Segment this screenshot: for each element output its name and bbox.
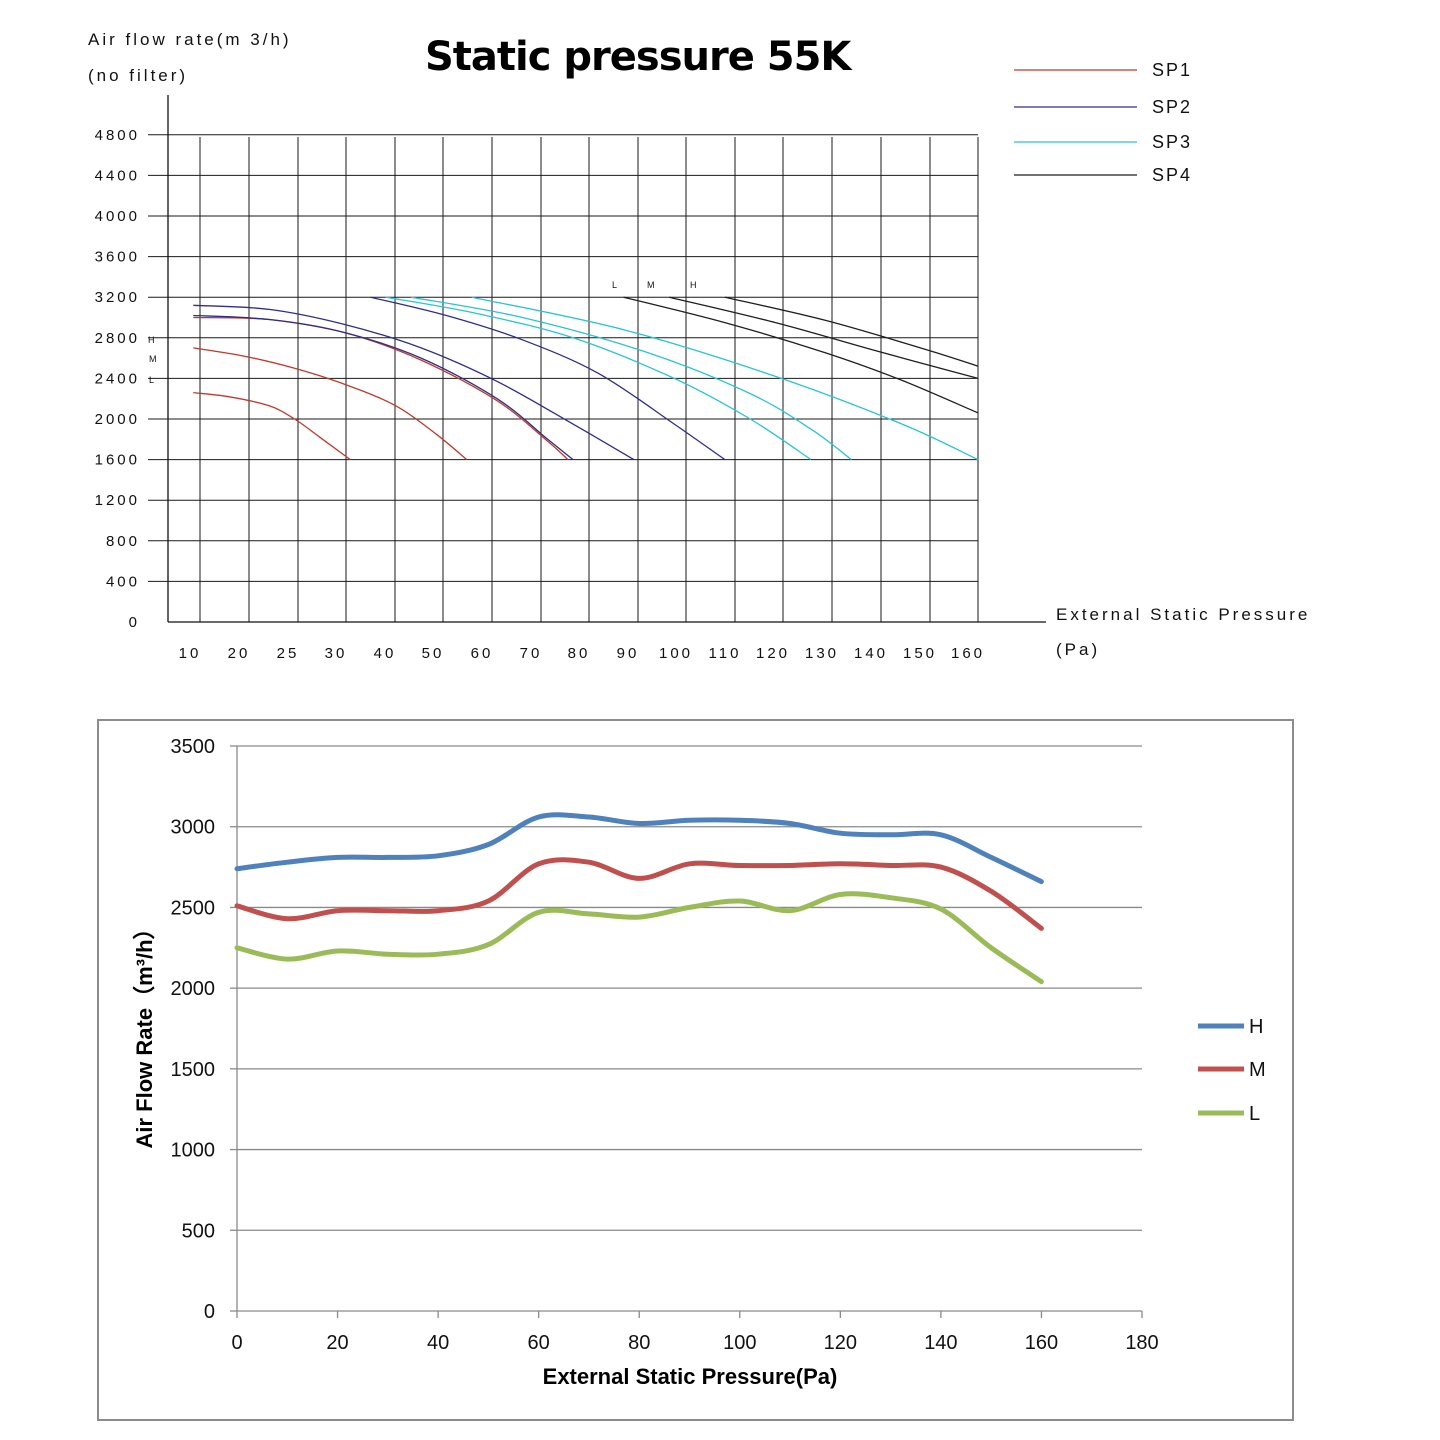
chart1-x-axis-label: External Static Pressure [1056, 605, 1310, 624]
x-tick-label: 140 [854, 645, 888, 662]
chart1-grid [148, 134, 979, 622]
y-tick-label: 2000 [171, 978, 216, 1000]
x-tick-label: 100 [723, 1332, 756, 1354]
x-tick-label: 80 [568, 645, 591, 662]
chart1-curves [193, 296, 979, 461]
x-tick-label: 120 [756, 645, 790, 662]
x-tick-label: 160 [1025, 1332, 1058, 1354]
x-tick-label: 50 [422, 645, 445, 662]
series-line-l [234, 891, 1044, 985]
chart1-y-tick-labels: 0 400 800 1200 1600 2000 2400 2800 3200 3600 4000 4… [95, 127, 140, 631]
y-tick-label: 2400 [95, 370, 140, 387]
top-speed-marker-h: H [690, 280, 697, 290]
curve-sp3 [385, 296, 812, 461]
legend-label-sp2: SP2 [1152, 97, 1192, 117]
y-tick-label: 1200 [95, 492, 140, 509]
chart1-legend: SP1 SP2 SP3 SP4 [1014, 60, 1192, 185]
x-tick-label: 0 [231, 1332, 242, 1354]
x-tick-label: 80 [628, 1332, 650, 1354]
x-tick-label: 60 [471, 645, 494, 662]
y-tick-label: 0 [204, 1301, 215, 1323]
chart2-axes [230, 745, 1143, 1318]
x-tick-label: 90 [617, 645, 640, 662]
chart2-grid [237, 745, 1142, 1231]
x-tick-label: 10 [179, 645, 202, 662]
x-tick-label: 20 [228, 645, 251, 662]
x-tick-label: 140 [924, 1332, 957, 1354]
x-tick-label: 25 [277, 645, 300, 662]
y-tick-label: 1000 [171, 1140, 216, 1162]
chart2-lines [234, 812, 1044, 985]
top-speed-marker-m: M [647, 280, 655, 290]
y-tick-label: 800 [106, 533, 140, 550]
chart1-y-axis-sublabel: (no filter) [88, 66, 188, 85]
legend-label-sp4: SP4 [1152, 165, 1192, 185]
y-tick-label: 1500 [171, 1059, 216, 1081]
axis-speed-marker-m: M [149, 354, 157, 364]
legend-label-sp3: SP3 [1152, 132, 1192, 152]
legend-label-l: L [1249, 1103, 1260, 1125]
x-tick-label: 40 [374, 645, 397, 662]
x-tick-label: 40 [427, 1332, 449, 1354]
x-tick-label: 120 [824, 1332, 857, 1354]
chart2-legend: HML [1198, 1016, 1266, 1125]
curve-sp2 [370, 296, 726, 461]
y-tick-label: 2500 [171, 897, 216, 919]
x-tick-label: 110 [709, 645, 742, 662]
legend-label-sp1: SP1 [1152, 60, 1192, 80]
curve-sp1 [193, 347, 468, 461]
chart2-x-axis-label: External Static Pressure(Pa) [543, 1364, 838, 1389]
legend-label-m: M [1249, 1059, 1266, 1081]
chart1-y-axis-label: Air flow rate(m 3/h) [88, 30, 292, 49]
x-tick-label: 60 [528, 1332, 550, 1354]
curve-sp4 [623, 296, 979, 414]
curve-sp3 [410, 296, 852, 461]
chart2-y-tick-labels: 0 500 1000 1500 2000 2500 3000 3500 [171, 736, 216, 1323]
series-line-m [234, 857, 1044, 931]
axis-speed-marker-l: L [149, 375, 154, 385]
axis-speed-marker-h: H [148, 335, 155, 345]
curve-sp3 [471, 296, 979, 461]
static-pressure-chart: 0 400 800 1200 1600 2000 2400 2800 3200 3600 4000 4… [88, 30, 1310, 662]
top-speed-marker-l: L [612, 280, 617, 290]
curve-sp2 [193, 314, 574, 461]
legend-label-h: H [1249, 1016, 1263, 1038]
chart1-x-tick-labels: 10 20 25 30 40 50 60 70 80 90 100 110 120 130 140 150 16… [179, 645, 985, 662]
chart2-x-tick-labels: 0 20 40 60 80 100 120 140 160 180 [231, 1332, 1158, 1354]
y-tick-label: 2800 [95, 330, 140, 347]
x-tick-label: 20 [326, 1332, 348, 1354]
chart1-title: Static pressure 55K [425, 34, 853, 80]
y-tick-label: 400 [106, 573, 140, 590]
x-tick-label: 180 [1125, 1332, 1158, 1354]
x-tick-label: 150 [903, 645, 937, 662]
y-tick-label: 0 [129, 614, 140, 631]
y-tick-label: 3500 [171, 736, 216, 758]
x-tick-label: 100 [659, 645, 693, 662]
series-line-h [234, 812, 1044, 885]
y-tick-label: 3000 [171, 817, 216, 839]
chart2-frame [97, 719, 1294, 1421]
y-tick-label: 4000 [95, 208, 140, 225]
x-tick-label: 30 [325, 645, 348, 662]
chart2-y-axis-label: Air Flow Rate（m³/h） [132, 917, 157, 1148]
curve-sp4 [724, 296, 979, 367]
curve-sp4 [669, 296, 979, 380]
chart1-axes [167, 95, 1046, 623]
y-tick-label: 4400 [95, 167, 140, 184]
x-tick-label: 70 [520, 645, 543, 662]
x-tick-label: 130 [805, 645, 839, 662]
chart1-x-axis-sublabel: (Pa) [1056, 640, 1100, 659]
air-flow-rate-chart: 0 500 1000 1500 2000 2500 3000 3500 0 20 40 60 80 10… [97, 719, 1294, 1421]
curve-sp2 [193, 304, 635, 461]
y-tick-label: 1600 [95, 452, 140, 469]
y-tick-label: 4800 [95, 127, 140, 144]
y-tick-label: 2000 [95, 411, 140, 428]
y-tick-label: 500 [182, 1220, 215, 1242]
curve-sp1 [193, 391, 351, 461]
x-tick-label: 160 [951, 645, 985, 662]
y-tick-label: 3600 [95, 249, 140, 266]
y-tick-label: 3200 [95, 289, 140, 306]
